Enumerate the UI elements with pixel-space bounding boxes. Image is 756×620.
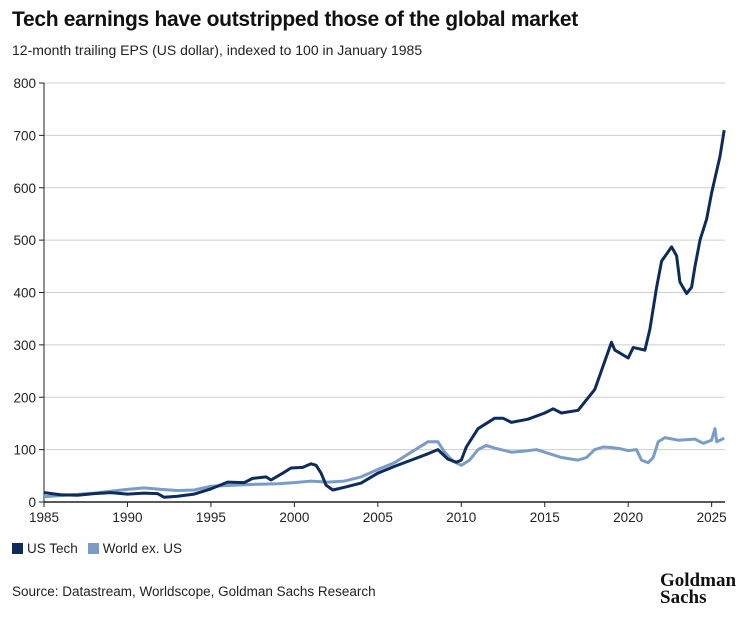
y-tick-label: 100 [13, 443, 36, 458]
line-chart: 0 100 200 300 400 500 600 700 800 1985 1990 1995 200… [13, 76, 727, 525]
x-tick-label: 2005 [363, 510, 393, 525]
legend: US Tech World ex. US [12, 541, 182, 556]
legend-swatch [12, 543, 23, 554]
y-tick-label: 400 [13, 286, 36, 301]
y-tick-label: 700 [13, 128, 36, 143]
legend-label: World ex. US [102, 541, 183, 556]
y-tick-label: 200 [13, 390, 36, 405]
x-tick-label: 2020 [613, 510, 643, 525]
source-note: Source: Datastream, Worldscope, Goldman … [12, 584, 376, 599]
x-tick-label: 1995 [196, 510, 226, 525]
x-tick-label: 1990 [112, 510, 142, 525]
x-tick-label: 2010 [446, 510, 476, 525]
y-tick-label: 0 [28, 495, 36, 510]
legend-item-us-tech: US Tech [12, 541, 78, 556]
chart-subtitle: 12-month trailing EPS (US dollar), index… [12, 42, 423, 58]
legend-item-world-ex-us: World ex. US [87, 541, 183, 556]
x-tick-label: 2025 [697, 510, 727, 525]
legend-label: US Tech [27, 541, 78, 556]
y-tick-label: 800 [13, 76, 36, 91]
x-tick-label: 2000 [279, 510, 309, 525]
x-tick-label: 2015 [530, 510, 560, 525]
y-tick-label: 300 [13, 338, 36, 353]
y-tick-label: 500 [13, 233, 36, 248]
series-line-world-ex-us [43, 427, 725, 499]
goldman-sachs-logo: Goldman Sachs [660, 570, 737, 608]
legend-swatch [87, 543, 99, 554]
y-tick-label: 600 [13, 181, 36, 196]
chart-title: Tech earnings have outstripped those of … [12, 8, 578, 31]
x-tick-label: 1985 [29, 510, 59, 525]
series-line-us-tech [43, 129, 726, 499]
